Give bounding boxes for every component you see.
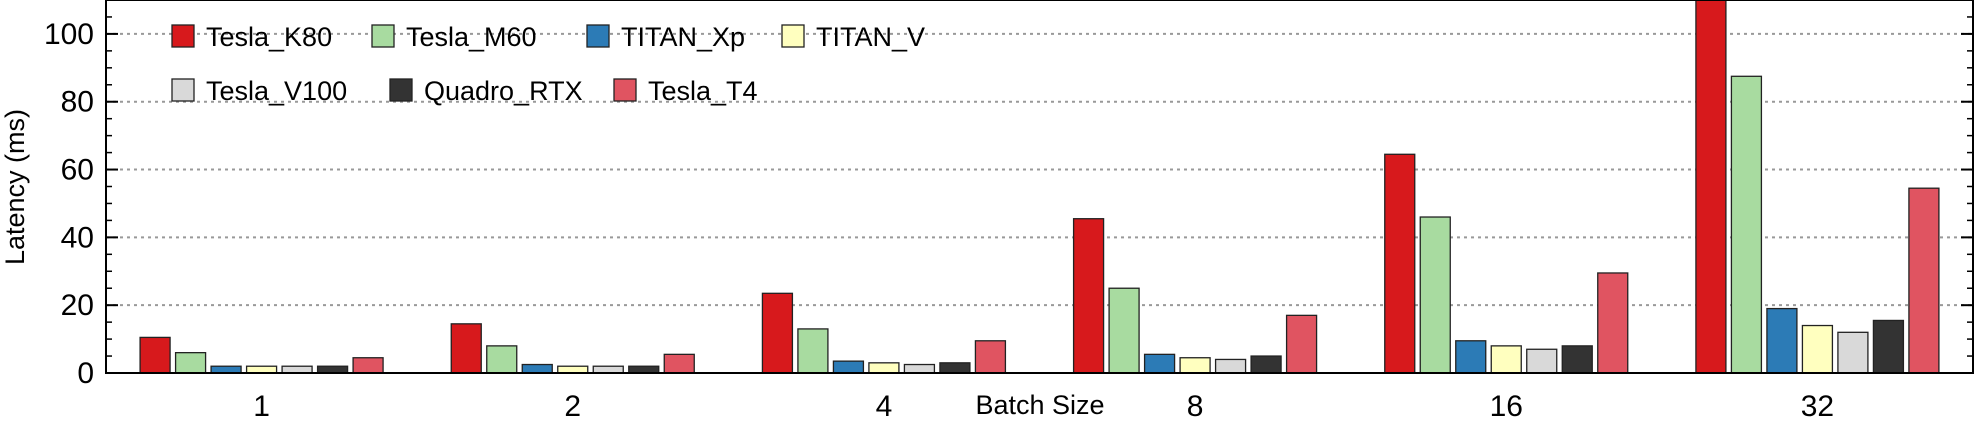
legend-label-Quadro_RTX: Quadro_RTX — [424, 76, 583, 106]
legend-swatch-Tesla_K80 — [171, 24, 195, 48]
y-tick-label: 80 — [61, 86, 94, 119]
x-tick-label: 32 — [1801, 390, 1834, 421]
bar-Tesla_M60-16 — [1419, 216, 1451, 374]
bar-Tesla_K80-8 — [1072, 218, 1105, 374]
legend-swatch-Tesla_T4 — [613, 78, 637, 102]
bar-Tesla_M60-2 — [486, 345, 518, 374]
bar-Tesla_V100-32 — [1837, 331, 1869, 374]
bar-Tesla_T4-32 — [1908, 187, 1940, 374]
bar-Tesla_K80-32 — [1695, 0, 1727, 374]
legend-swatch-Quadro_RTX — [389, 78, 413, 102]
x-tick-label: 2 — [564, 390, 581, 421]
legend-label-Tesla_K80: Tesla_K80 — [206, 22, 332, 52]
bar-TITAN_V-8 — [1179, 357, 1211, 374]
legend-swatch-TITAN_Xp — [586, 24, 610, 48]
bar-TITAN_Xp-2 — [521, 363, 553, 374]
bar-Quadro_RTX-4 — [939, 362, 971, 374]
bar-Tesla_T4-4 — [974, 340, 1007, 374]
bar-Quadro_RTX-16 — [1561, 345, 1593, 374]
legend-label-TITAN_Xp: TITAN_Xp — [621, 22, 745, 52]
bar-TITAN_V-16 — [1490, 345, 1522, 374]
legend-label-TITAN_V: TITAN_V — [816, 22, 925, 52]
y-tick-label: 20 — [61, 289, 94, 322]
bar-Tesla_V100-8 — [1214, 358, 1247, 374]
bar-TITAN_Xp-1 — [210, 365, 242, 374]
x-tick-label: 8 — [1187, 390, 1204, 421]
bar-Tesla_T4-1 — [352, 357, 384, 374]
y-ticks: 0 20 40 60 80 100 — [44, 0, 1973, 390]
bar-TITAN_V-4 — [868, 362, 900, 374]
bar-TITAN_Xp-32 — [1766, 307, 1798, 374]
y-tick-label: 100 — [44, 18, 94, 51]
y-tick-label: 40 — [61, 221, 94, 254]
legend-swatch-Tesla_M60 — [371, 24, 395, 48]
legend-label-Tesla_V100: Tesla_V100 — [206, 76, 347, 106]
bar-TITAN_Xp-8 — [1143, 353, 1176, 374]
bar-Tesla_M60-32 — [1730, 75, 1763, 374]
legend-swatch-Tesla_V100 — [171, 78, 195, 102]
x-tick-label: 1 — [253, 390, 270, 421]
bar-Tesla_V100-16 — [1526, 348, 1558, 374]
bar-Tesla_K80-4 — [761, 292, 794, 374]
axes — [105, 0, 1974, 374]
bar-Tesla_K80-2 — [450, 323, 482, 374]
bar-Quadro_RTX-1 — [316, 365, 349, 374]
bar-Tesla_T4-2 — [663, 353, 695, 374]
x-axis-title: Batch Size — [975, 390, 1104, 420]
bar-Tesla_K80-1 — [139, 336, 171, 374]
bar-TITAN_Xp-16 — [1455, 340, 1487, 374]
bar-Tesla_T4-16 — [1597, 272, 1629, 374]
bar-TITAN_V-1 — [245, 365, 278, 374]
bar-Quadro_RTX-2 — [628, 365, 660, 374]
bar-Tesla_M60-4 — [797, 328, 829, 374]
bar-TITAN_V-32 — [1801, 324, 1834, 374]
y-tick-label: 0 — [77, 357, 94, 390]
y-axis-title: Latency (ms) — [0, 109, 30, 265]
bars — [139, 0, 1940, 374]
x-ticks: 1 2 4 8 16 32 — [253, 390, 1834, 421]
bar-TITAN_Xp-4 — [832, 360, 865, 374]
bar-Tesla_V100-1 — [281, 365, 313, 374]
bar-Tesla_V100-4 — [903, 363, 936, 374]
y-tick-label: 60 — [61, 154, 94, 187]
x-tick-label: 4 — [876, 390, 893, 421]
bar-Tesla_V100-2 — [592, 365, 624, 374]
bar-Tesla_M60-1 — [174, 352, 207, 374]
bar-Tesla_M60-8 — [1108, 287, 1140, 374]
legend: Tesla_K80 Tesla_M60 TITAN_Xp TITAN_V Tesla_V… — [171, 22, 925, 106]
plot-frame — [105, 0, 1974, 374]
bar-Quadro_RTX-8 — [1250, 355, 1282, 374]
legend-label-Tesla_T4: Tesla_T4 — [648, 76, 758, 106]
x-tick-label: 16 — [1490, 390, 1523, 421]
legend-label-Tesla_M60: Tesla_M60 — [406, 22, 537, 52]
bar-Quadro_RTX-32 — [1872, 319, 1905, 374]
bar-TITAN_V-2 — [557, 365, 589, 374]
gridlines — [106, 32, 1973, 307]
bar-Tesla_T4-8 — [1285, 314, 1318, 374]
bar-Tesla_K80-16 — [1384, 153, 1416, 374]
legend-swatch-TITAN_V — [781, 24, 805, 48]
